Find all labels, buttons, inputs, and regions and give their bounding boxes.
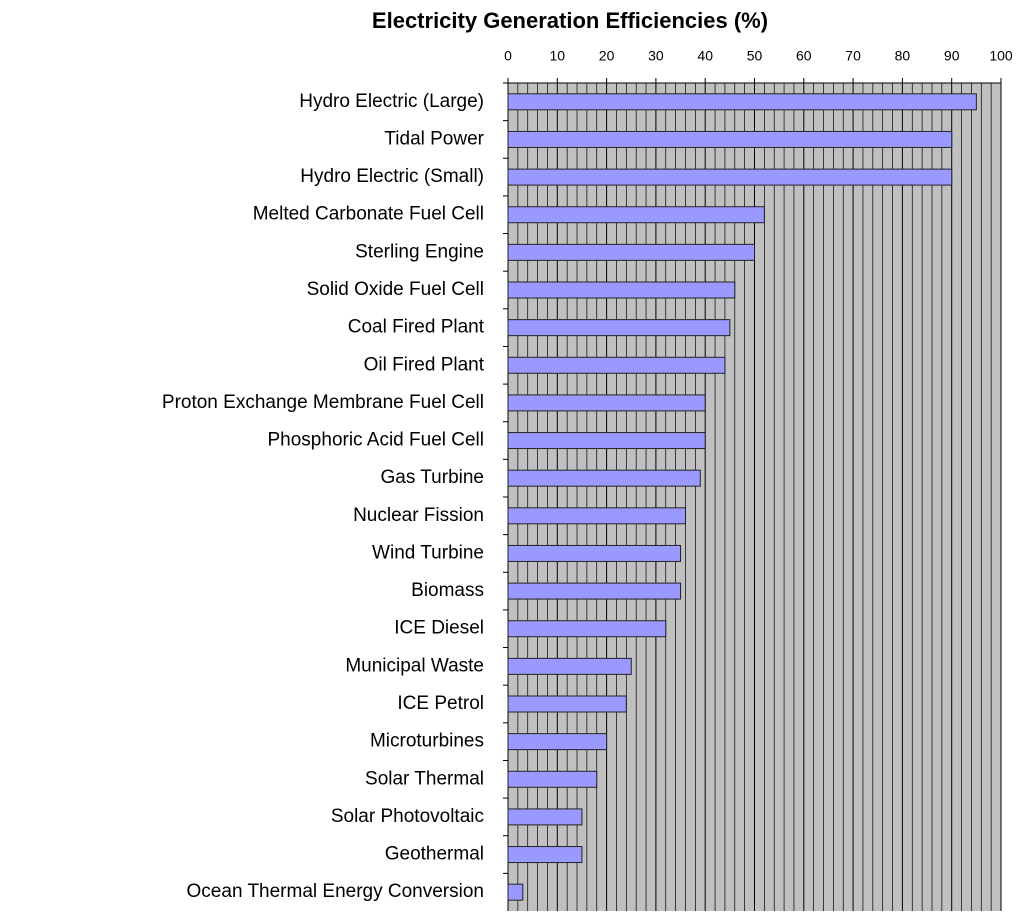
y-tick-label: Microturbines [370,731,484,752]
x-tick-label: 70 [845,48,861,64]
y-tick-label: Solid Oxide Fuel Cell [307,279,484,300]
bar [507,544,682,562]
x-tick-label: 90 [944,48,960,64]
bar [507,846,583,864]
x-tick-label: 80 [895,48,911,64]
chart-title: Electricity Generation Efficiencies (%) [372,8,768,33]
y-tick-label: Sterling Engine [355,241,484,262]
y-tick-label: Gas Turbine [381,467,485,488]
bar [507,469,701,487]
x-tick-label: 50 [747,48,763,64]
bar [507,281,736,299]
y-tick-label: Phosphoric Acid Fuel Cell [268,430,485,451]
bar [507,883,524,901]
y-tick-label: Geothermal [385,844,484,865]
bar [507,206,765,224]
bar [507,582,682,600]
x-tick-label: 60 [796,48,812,64]
bar [507,168,953,186]
y-tick-label: Solar Thermal [365,768,484,789]
x-tick-label: 40 [697,48,713,64]
x-tick-label: 30 [648,48,664,64]
y-tick-label: Solar Photovoltaic [331,806,484,827]
x-tick-label: 20 [599,48,615,64]
y-tick-label: Municipal Waste [345,655,484,676]
bar [507,770,598,788]
y-tick-label: Ocean Thermal Energy Conversion [187,881,484,902]
y-tick-label: Hydro Electric (Small) [300,166,484,187]
bar [507,356,726,374]
x-tick-label: 100 [989,48,1013,64]
bar [507,243,755,261]
bar [507,620,667,638]
bar [507,93,977,111]
bar [507,657,632,675]
y-tick-label: Wind Turbine [372,542,484,563]
y-tick-label: Coal Fired Plant [348,317,485,338]
y-tick-label: Hydro Electric (Large) [299,91,484,112]
bar [507,319,731,337]
x-tick-label: 0 [504,48,512,64]
y-tick-label: Melted Carbonate Fuel Cell [253,204,484,225]
y-tick-label: Oil Fired Plant [364,354,485,375]
bar [507,733,608,751]
x-tick-label: 10 [550,48,566,64]
bar [507,432,706,450]
y-tick-label: Proton Exchange Membrane Fuel Cell [162,392,484,413]
y-tick-label: Biomass [411,580,484,601]
y-tick-label: ICE Petrol [397,693,484,714]
bar [507,130,953,148]
y-tick-label: Tidal Power [384,128,484,149]
bar [507,808,583,826]
bar [507,394,706,412]
bar [507,507,686,525]
bar [507,695,627,713]
y-tick-label: ICE Diesel [394,618,484,639]
y-tick-label: Nuclear Fission [353,505,484,526]
